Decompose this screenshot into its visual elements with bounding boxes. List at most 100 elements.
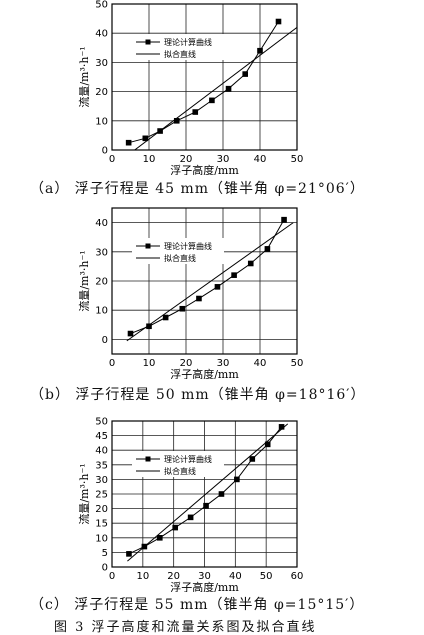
y-tick-label: 50 — [95, 417, 108, 428]
data-point-marker — [218, 491, 225, 497]
data-point-marker — [278, 424, 285, 430]
x-tick-label: 60 — [291, 571, 304, 582]
legend-label: 理论计算曲线 — [164, 241, 212, 251]
x-tick-label: 0 — [109, 358, 115, 369]
caption-c: （c） 浮子行程是 55 mm（锥半角 φ=15°15′） — [30, 597, 365, 613]
legend-box — [132, 34, 224, 60]
y-tick-label: 10 — [95, 533, 108, 544]
x-axis-label: 浮子高度/mm — [170, 580, 239, 592]
data-point-marker — [231, 272, 237, 278]
legend-label: 拟合直线 — [164, 253, 196, 263]
legend-label: 拟合直线 — [164, 466, 196, 476]
y-tick-label: 25 — [95, 490, 108, 501]
y-axis-label: 流量/m³·h⁻¹ — [77, 250, 91, 311]
x-tick-label: 30 — [198, 571, 211, 582]
legend-box — [132, 238, 224, 264]
y-tick-label: 30 — [95, 58, 108, 69]
data-point-marker — [162, 314, 169, 321]
y-tick-label: 5 — [102, 548, 108, 559]
data-point-marker — [247, 260, 254, 267]
data-point-marker — [242, 71, 248, 77]
x-tick-label: 0 — [109, 154, 115, 165]
y-tick-label: 35 — [95, 460, 108, 471]
x-tick-label: 20 — [167, 571, 180, 582]
y-tick-label: 0 — [102, 563, 108, 574]
fit-line — [127, 423, 289, 562]
y-axis-label: 流量/m³·h⁻¹ — [77, 46, 91, 107]
legend-label: 理论计算曲线 — [164, 37, 212, 47]
chart-b: 0 10 20 30 40 50 0 10 20 30 40 浮子高度/mm 流量/m³·h⁻¹ 理论计算… — [77, 207, 304, 379]
x-tick-label: 40 — [229, 571, 242, 582]
legend-label: 拟合直线 — [164, 49, 196, 59]
y-tick-label: 30 — [95, 475, 108, 486]
data-point-marker — [225, 85, 232, 92]
x-axis-label: 浮子高度/mm — [170, 163, 239, 175]
x-axis-label: 浮子高度/mm — [170, 367, 239, 379]
data-point-marker — [209, 97, 215, 104]
data-point-marker — [173, 118, 180, 124]
legend-label: 理论计算曲线 — [164, 454, 212, 464]
figure-title: 图 3 浮子高度和流量关系图及拟合直线 — [54, 620, 317, 635]
data-point-marker — [192, 109, 199, 115]
data-point-marker — [264, 246, 271, 252]
x-tick-label: 50 — [291, 358, 304, 369]
theory-curve-line — [128, 21, 279, 144]
data-point-marker — [126, 551, 132, 557]
y-tick-label: 20 — [95, 87, 108, 98]
x-tick-label: 10 — [136, 571, 149, 582]
data-point-marker — [257, 47, 263, 54]
y-tick-label: 0 — [102, 335, 108, 346]
y-tick-label: 20 — [95, 504, 108, 515]
plot-frame — [111, 3, 298, 151]
y-axis-label: 流量/m³·h⁻¹ — [77, 463, 91, 524]
data-point-marker — [234, 476, 240, 483]
x-tick-label: 10 — [143, 154, 156, 165]
x-tick-label: 40 — [254, 358, 267, 369]
x-tick-label: 30 — [217, 358, 230, 369]
y-tick-label: 15 — [95, 519, 108, 530]
y-tick-label: 40 — [95, 218, 108, 229]
caption-a: （a） 浮子行程是 45 mm（锥半角 φ=21°06′） — [30, 181, 365, 197]
data-point-marker — [125, 139, 132, 146]
x-tick-label: 30 — [217, 154, 230, 165]
plot-frame — [111, 420, 298, 568]
data-point-marker — [172, 524, 179, 531]
y-tick-label: 10 — [95, 116, 108, 127]
data-point-marker — [196, 295, 202, 302]
y-tick-label: 50 — [95, 0, 108, 11]
data-point-marker — [142, 135, 149, 142]
theory-curve-line — [128, 426, 282, 555]
data-point-marker — [281, 216, 287, 223]
legend-box — [132, 451, 224, 477]
data-point-marker — [203, 502, 209, 509]
y-tick-label: 40 — [95, 446, 108, 457]
caption-b: （b） 浮子行程是 50 mm（锥半角 φ=18°16′） — [30, 387, 366, 403]
data-point-marker — [275, 18, 282, 25]
y-tick-label: 45 — [95, 431, 108, 442]
x-tick-label: 0 — [109, 571, 115, 582]
legend-marker — [145, 39, 151, 45]
chart-c: 0 10 20 30 40 50 60 0 5 10 15 20 25 30 35 40 45 50 浮子高度/mm… — [77, 417, 304, 592]
y-tick-label: 30 — [95, 247, 108, 258]
legend-marker — [145, 456, 151, 462]
x-tick-label: 50 — [260, 571, 273, 582]
theory-curve-line — [130, 219, 285, 335]
x-tick-label: 20 — [180, 154, 193, 165]
data-point-marker — [179, 305, 186, 312]
chart-a: 0 10 20 30 40 50 0 10 20 30 40 50 浮子高度/mm 流量/m³·h⁻¹ 理论… — [77, 0, 304, 175]
y-tick-label: 10 — [95, 306, 108, 317]
plot-frame — [111, 207, 298, 355]
y-tick-label: 0 — [102, 146, 108, 157]
legend-marker — [145, 243, 151, 249]
x-tick-label: 40 — [254, 154, 267, 165]
fit-line — [126, 222, 294, 342]
fit-line — [133, 26, 297, 150]
data-point-marker — [249, 456, 256, 462]
x-tick-label: 50 — [291, 154, 304, 165]
data-point-marker — [214, 284, 221, 290]
x-tick-label: 10 — [143, 358, 156, 369]
data-point-marker — [187, 514, 194, 521]
data-point-marker — [146, 323, 152, 330]
y-tick-label: 40 — [95, 29, 108, 40]
y-tick-label: 20 — [95, 277, 108, 288]
